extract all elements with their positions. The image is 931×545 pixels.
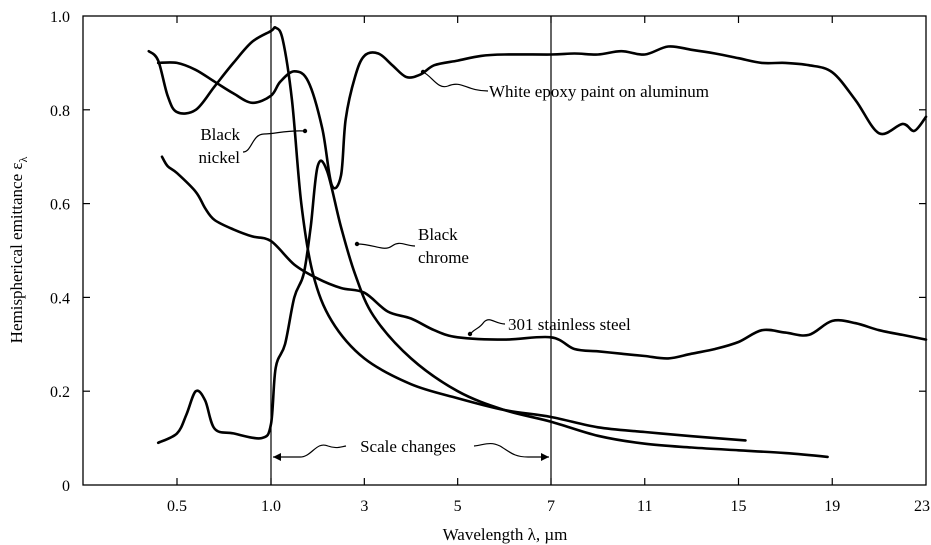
scale-arrow-left xyxy=(273,444,347,458)
scale-arrowhead-left xyxy=(273,453,281,461)
scale-arrowhead-right xyxy=(541,453,549,461)
series-curves xyxy=(147,26,928,459)
x-tick-label: 7 xyxy=(547,498,555,515)
y-axis-title-subscript: λ xyxy=(16,156,30,162)
y-axis-title-main: Hemispherical emittance ε xyxy=(7,162,26,343)
scale-arrow-right xyxy=(473,442,549,458)
series-black-chrome xyxy=(156,159,829,459)
y-tick-label: 0.6 xyxy=(50,197,70,214)
x-tick-label: 3 xyxy=(360,498,368,515)
x-tick-label: 1.0 xyxy=(261,498,281,515)
annotation-line: Black xyxy=(418,225,458,244)
annotation-line: nickel xyxy=(198,148,240,167)
annotation-line: Black xyxy=(200,125,240,144)
annotation-stainless: 301 stainless steel xyxy=(508,315,631,334)
annotation-arrowhead xyxy=(467,331,473,337)
axis-ticks: 0.5 1.0 3 5 7 11 15 19 23 0 0.2 0.4 0.6 0.8 1.0 xyxy=(50,9,930,515)
annotation-scale-changes: Scale changes xyxy=(360,437,456,456)
annotation-black-nickel: Black nickel xyxy=(198,125,240,167)
annotation-line: chrome xyxy=(418,248,469,267)
y-tick-label: 1.0 xyxy=(50,9,70,26)
annotation-leader-black-nickel xyxy=(242,130,306,153)
x-axis-title: Wavelength λ, µm xyxy=(443,525,568,544)
x-tick-label: 15 xyxy=(731,498,747,515)
annotation-arrowhead xyxy=(420,69,426,75)
y-tick-label: 0.8 xyxy=(50,103,70,120)
y-tick-label: 0.2 xyxy=(50,384,70,401)
annotation-leader-black-chrome xyxy=(356,242,416,249)
annotation-white-epoxy: White epoxy paint on aluminum xyxy=(489,82,709,101)
series-black-nickel xyxy=(147,26,747,442)
x-tick-label: 0.5 xyxy=(167,498,187,515)
y-axis-title: Hemispherical emittance ελ xyxy=(7,156,30,343)
x-tick-label: 23 xyxy=(914,498,930,515)
x-tick-label: 11 xyxy=(637,498,652,515)
series-301-stainless-steel xyxy=(160,155,928,360)
y-tick-label: 0 xyxy=(62,478,70,495)
annotation-leader-white-epoxy xyxy=(422,71,489,92)
series-white-epoxy-paint-on-aluminum xyxy=(156,45,928,190)
annotation-leader-stainless xyxy=(469,319,506,335)
x-tick-label: 19 xyxy=(824,498,840,515)
annotation-arrowhead xyxy=(354,241,360,247)
annotation-line: 301 stainless steel xyxy=(508,315,631,334)
y-tick-label: 0.4 xyxy=(50,290,70,307)
annotation-line: White epoxy paint on aluminum xyxy=(489,82,709,101)
annotation-arrowhead xyxy=(302,128,308,134)
annotation-black-chrome: Black chrome xyxy=(418,225,469,267)
annotation-line: Scale changes xyxy=(360,437,456,456)
annotations: White epoxy paint on aluminum Black nickel… xyxy=(198,69,709,461)
plot-frame xyxy=(82,15,927,486)
x-tick-label: 5 xyxy=(454,498,462,515)
